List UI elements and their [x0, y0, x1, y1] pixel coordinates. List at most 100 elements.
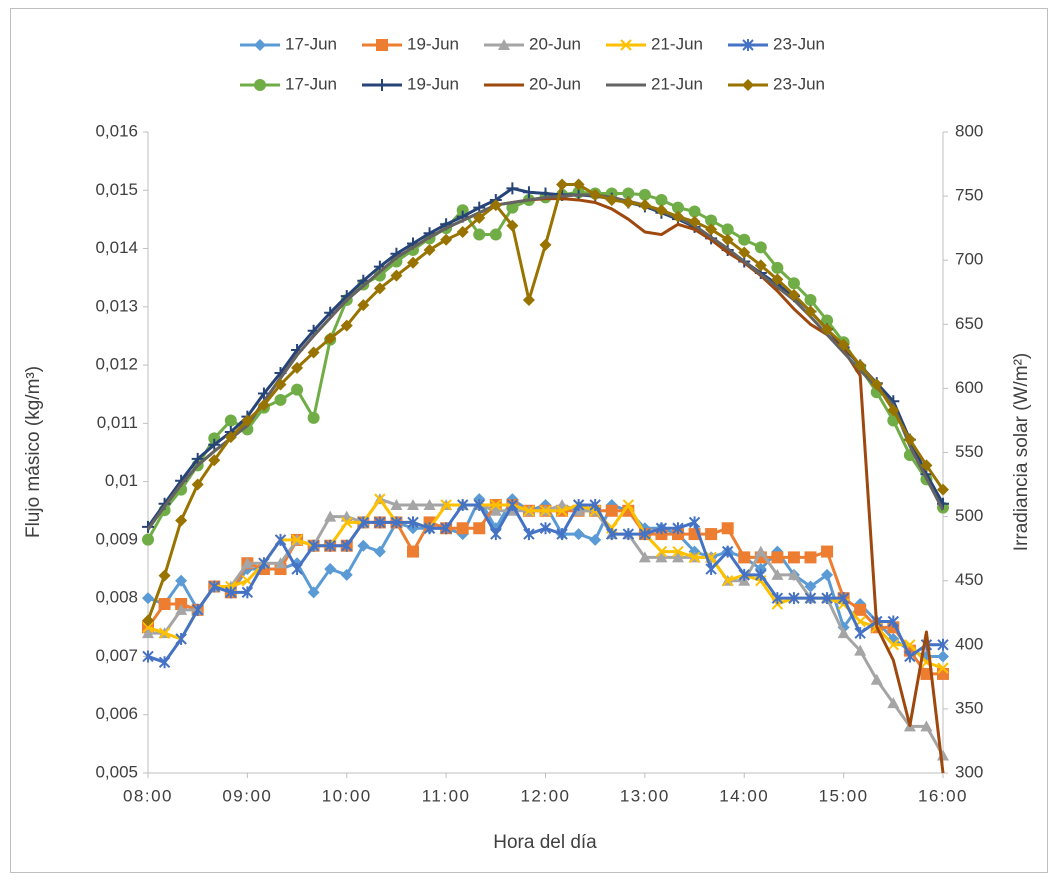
- marker: [423, 498, 436, 510]
- marker: [605, 504, 618, 517]
- marker: [407, 256, 419, 269]
- legend-label: 23-Jun: [773, 34, 825, 53]
- marker: [390, 498, 403, 510]
- marker: [655, 545, 668, 558]
- marker: [887, 404, 900, 417]
- marker: [688, 516, 701, 529]
- marker: [688, 205, 701, 218]
- marker: [498, 39, 510, 50]
- marker: [804, 580, 817, 593]
- legend-label: 19-Jun: [407, 74, 459, 93]
- marker: [523, 505, 535, 517]
- marker: [854, 644, 867, 656]
- legend-label: 23-Jun: [773, 74, 825, 93]
- marker: [374, 516, 386, 529]
- x-tick-label: 11:00: [422, 786, 471, 805]
- marker: [341, 516, 353, 529]
- marker: [456, 225, 469, 238]
- marker: [142, 592, 154, 605]
- marker: [489, 228, 502, 241]
- marker: [357, 516, 370, 529]
- marker: [572, 528, 585, 541]
- y-tick-label: 0,011: [97, 413, 138, 432]
- marker: [672, 545, 684, 558]
- y-tick-label: 0,007: [95, 646, 138, 665]
- marker: [655, 204, 668, 217]
- marker: [539, 238, 552, 251]
- legend-label: 21-Jun: [651, 34, 703, 53]
- marker: [407, 545, 419, 558]
- x-tick-label: 10:00: [322, 786, 372, 805]
- marker: [804, 305, 817, 318]
- marker: [771, 592, 784, 605]
- marker: [341, 539, 353, 552]
- marker: [191, 603, 204, 616]
- marker: [357, 299, 370, 312]
- marker: [754, 259, 767, 272]
- marker: [721, 574, 734, 587]
- marker: [606, 528, 618, 541]
- x-tick-label: 08:00: [123, 786, 173, 805]
- marker: [490, 499, 502, 511]
- series: [142, 493, 949, 674]
- marker: [754, 241, 767, 254]
- y-tick-label: 0,012: [95, 355, 138, 374]
- marker: [324, 539, 336, 552]
- marker: [142, 533, 154, 546]
- legend-item: 19-Jun: [362, 74, 459, 93]
- marker: [721, 233, 734, 246]
- marker: [742, 79, 754, 91]
- marker: [158, 656, 171, 669]
- series: [142, 493, 949, 663]
- marker: [225, 586, 237, 599]
- marker: [258, 557, 270, 570]
- marker: [771, 261, 784, 274]
- marker: [254, 79, 266, 91]
- legend-item: 17-Jun: [240, 34, 337, 53]
- marker: [589, 188, 602, 201]
- marker: [473, 498, 485, 511]
- marker: [705, 563, 717, 576]
- marker: [158, 627, 171, 639]
- y2-tick-label: 700: [955, 250, 983, 269]
- marker: [556, 528, 568, 541]
- marker: [787, 568, 800, 580]
- marker: [937, 662, 949, 674]
- y-axis-title: Flujo másico (kg/m³): [23, 366, 44, 538]
- legend-item: 20-Jun: [484, 74, 581, 93]
- marker: [257, 399, 270, 412]
- marker: [804, 592, 817, 605]
- y-tick-label: 0,006: [95, 704, 138, 723]
- marker: [622, 528, 635, 541]
- marker: [738, 233, 751, 246]
- marker: [655, 551, 668, 563]
- y2-axis-title: Irradiancia solar (W/m²): [1011, 353, 1032, 551]
- marker: [920, 720, 933, 732]
- marker: [307, 539, 320, 552]
- marker: [224, 431, 237, 444]
- x-tick-label: 09:00: [222, 786, 272, 805]
- marker: [620, 39, 632, 51]
- marker: [771, 273, 784, 286]
- marker: [376, 39, 388, 51]
- marker: [854, 603, 867, 616]
- legend-label: 17-Jun: [285, 34, 337, 53]
- marker: [373, 282, 386, 295]
- marker: [224, 414, 237, 427]
- marker: [291, 534, 303, 546]
- marker: [241, 586, 254, 599]
- marker: [254, 39, 266, 51]
- marker: [142, 614, 154, 627]
- marker: [506, 201, 519, 214]
- marker: [407, 516, 419, 529]
- marker: [274, 378, 287, 391]
- marker: [489, 504, 502, 516]
- marker: [937, 667, 949, 680]
- marker: [821, 568, 834, 581]
- marker: [742, 39, 754, 51]
- marker: [887, 639, 900, 651]
- legend-label: 17-Jun: [285, 74, 337, 93]
- marker: [589, 498, 601, 511]
- y-tick-label: 0,009: [95, 529, 138, 548]
